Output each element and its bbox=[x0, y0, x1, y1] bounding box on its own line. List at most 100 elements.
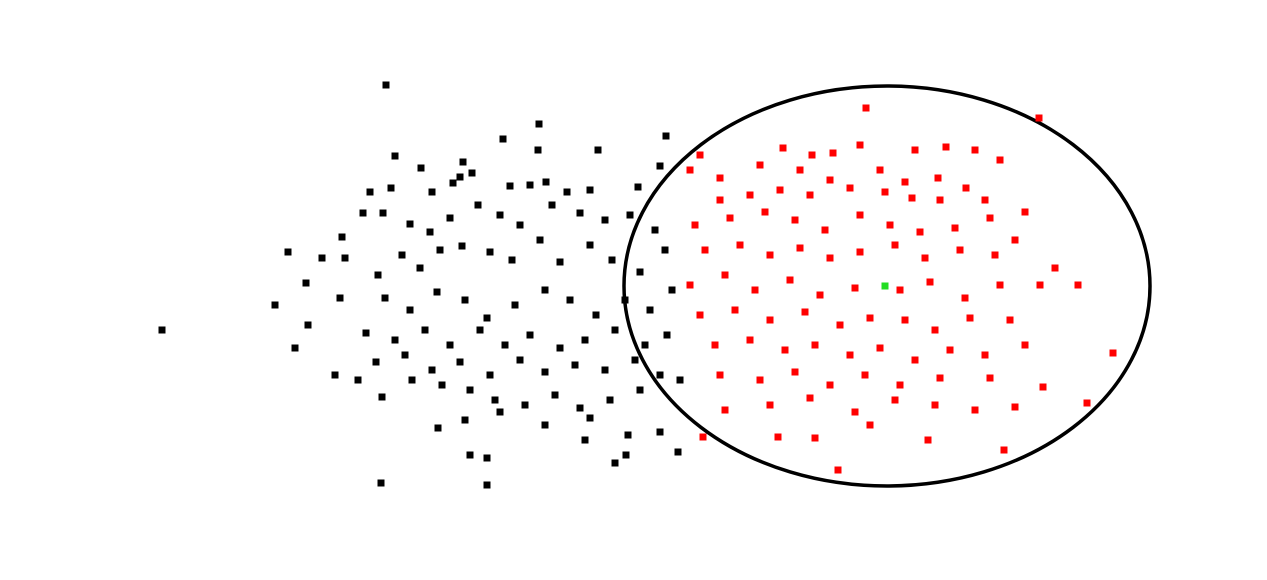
point bbox=[417, 164, 425, 172]
point bbox=[901, 316, 909, 324]
point bbox=[271, 301, 279, 309]
point bbox=[996, 156, 1004, 164]
point bbox=[621, 296, 629, 304]
point bbox=[636, 268, 644, 276]
point bbox=[1035, 114, 1043, 122]
point bbox=[521, 401, 529, 409]
point bbox=[401, 351, 409, 359]
point bbox=[416, 264, 424, 272]
point bbox=[986, 374, 994, 382]
point bbox=[721, 271, 729, 279]
point bbox=[846, 184, 854, 192]
point bbox=[661, 246, 669, 254]
point bbox=[901, 178, 909, 186]
point bbox=[896, 286, 904, 294]
point bbox=[536, 236, 544, 244]
point bbox=[1011, 403, 1019, 411]
decision-ellipse bbox=[622, 84, 1152, 488]
point bbox=[636, 386, 644, 394]
point bbox=[433, 288, 441, 296]
point bbox=[766, 251, 774, 259]
point bbox=[656, 162, 664, 170]
point bbox=[372, 358, 380, 366]
point bbox=[851, 408, 859, 416]
point bbox=[908, 194, 916, 202]
point bbox=[387, 184, 395, 192]
point bbox=[876, 344, 884, 352]
point bbox=[1109, 349, 1117, 357]
point bbox=[611, 326, 619, 334]
point bbox=[991, 251, 999, 259]
point bbox=[408, 376, 416, 384]
point bbox=[662, 132, 670, 140]
point bbox=[594, 146, 602, 154]
point bbox=[956, 246, 964, 254]
point bbox=[716, 174, 724, 182]
point bbox=[436, 246, 444, 254]
point bbox=[826, 254, 834, 262]
point bbox=[856, 248, 864, 256]
point bbox=[1039, 383, 1047, 391]
point bbox=[378, 393, 386, 401]
point bbox=[304, 321, 312, 329]
point bbox=[816, 291, 824, 299]
point bbox=[622, 451, 630, 459]
point bbox=[746, 191, 754, 199]
point bbox=[936, 196, 944, 204]
point bbox=[483, 454, 491, 462]
point bbox=[881, 188, 889, 196]
point bbox=[981, 351, 989, 359]
point bbox=[916, 228, 924, 236]
point bbox=[779, 144, 787, 152]
point bbox=[881, 282, 889, 290]
point bbox=[896, 381, 904, 389]
point bbox=[438, 381, 446, 389]
point bbox=[421, 326, 429, 334]
point bbox=[1036, 281, 1044, 289]
point bbox=[726, 214, 734, 222]
point bbox=[836, 321, 844, 329]
point bbox=[382, 81, 390, 89]
point bbox=[1051, 264, 1059, 272]
point bbox=[934, 174, 942, 182]
point bbox=[856, 141, 864, 149]
point bbox=[456, 173, 464, 181]
point bbox=[696, 151, 704, 159]
point bbox=[756, 161, 764, 169]
point bbox=[829, 149, 837, 157]
point bbox=[601, 216, 609, 224]
point bbox=[774, 433, 782, 441]
point bbox=[483, 481, 491, 489]
point bbox=[862, 104, 870, 112]
point bbox=[284, 248, 292, 256]
point bbox=[851, 284, 859, 292]
point bbox=[611, 459, 619, 467]
point bbox=[911, 146, 919, 154]
point bbox=[942, 143, 950, 151]
point bbox=[556, 344, 564, 352]
point bbox=[791, 216, 799, 224]
point bbox=[971, 406, 979, 414]
point bbox=[468, 169, 476, 177]
point bbox=[158, 326, 166, 334]
point bbox=[476, 326, 484, 334]
point bbox=[776, 186, 784, 194]
point bbox=[971, 146, 979, 154]
point bbox=[1021, 208, 1029, 216]
point bbox=[921, 254, 929, 262]
point bbox=[856, 211, 864, 219]
point bbox=[986, 214, 994, 222]
point bbox=[931, 326, 939, 334]
point bbox=[891, 241, 899, 249]
point bbox=[466, 386, 474, 394]
point bbox=[1006, 316, 1014, 324]
point bbox=[966, 314, 974, 322]
point bbox=[746, 336, 754, 344]
point bbox=[374, 271, 382, 279]
point bbox=[668, 286, 676, 294]
point bbox=[592, 311, 600, 319]
point bbox=[806, 394, 814, 402]
point bbox=[924, 436, 932, 444]
point bbox=[866, 314, 874, 322]
